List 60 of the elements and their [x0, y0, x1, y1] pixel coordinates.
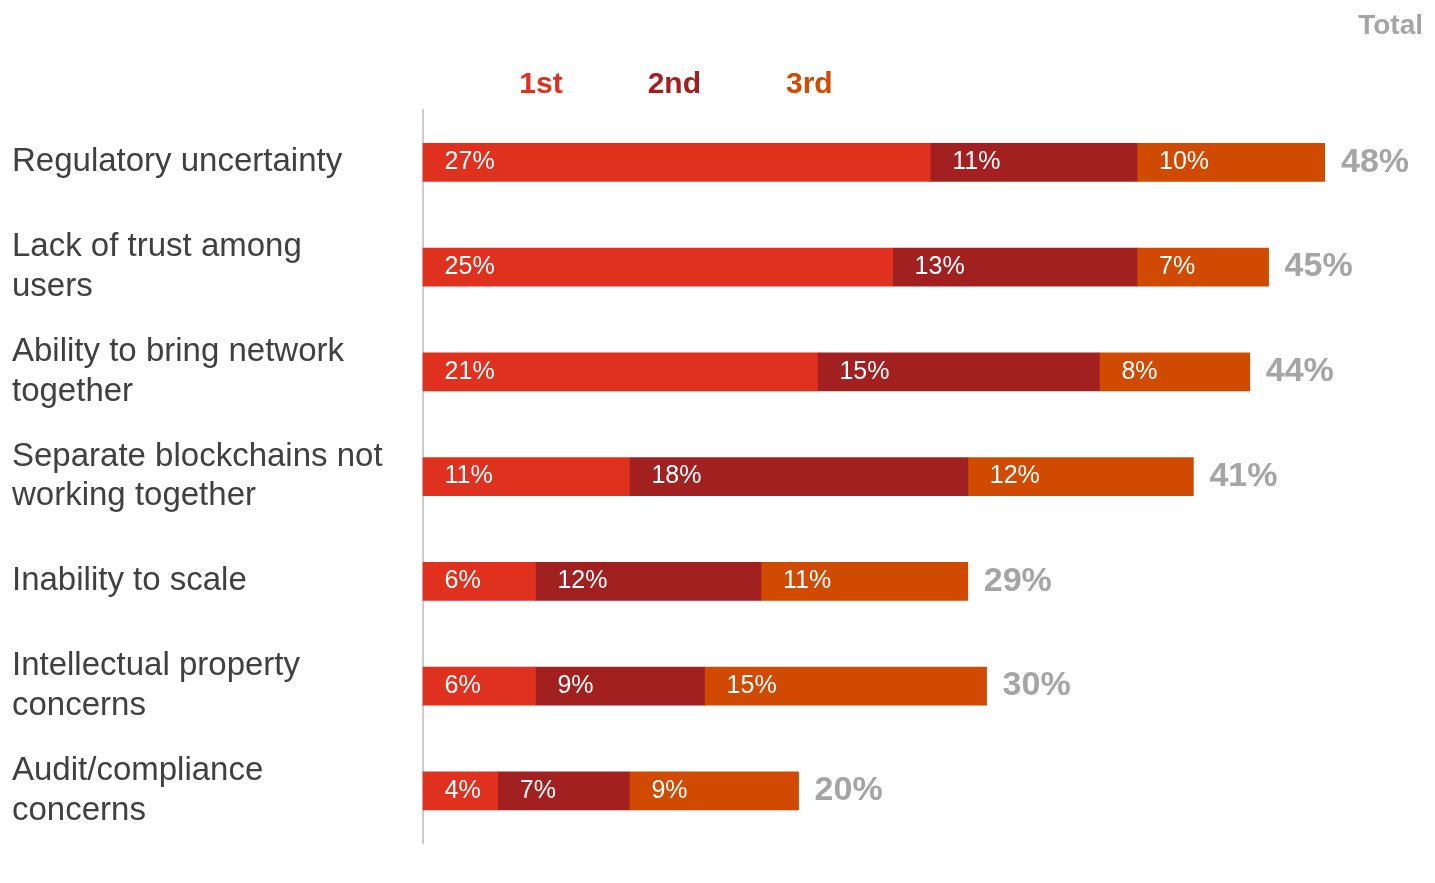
- y-tick-label: Inability to scale: [12, 560, 247, 598]
- y-tick-label: Regulatory uncertainty: [12, 141, 343, 179]
- y-tick-label: Separate blockchains not working together: [11, 435, 383, 513]
- bar: [817, 352, 1100, 392]
- data-label: 12%: [557, 565, 608, 594]
- text: Total: [1358, 8, 1423, 40]
- bar: [422, 562, 536, 601]
- data-label: 25%: [444, 251, 495, 279]
- bar: [892, 247, 1138, 287]
- total-label: 41%: [1209, 454, 1278, 493]
- bar: [967, 457, 1194, 496]
- total-label: 30%: [1002, 664, 1071, 703]
- data-label: 7%: [519, 774, 556, 803]
- text: 2nd: [647, 66, 702, 100]
- data-label: 10%: [1158, 146, 1210, 175]
- bar: [422, 771, 499, 811]
- bar: [422, 666, 536, 706]
- data-label: 11%: [782, 565, 832, 594]
- data-label: 12%: [989, 460, 1040, 489]
- bar: [422, 143, 931, 182]
- series-label: 1st: [519, 66, 563, 100]
- total-label: 45%: [1284, 245, 1353, 284]
- bar: [497, 771, 630, 811]
- bar: [422, 457, 630, 496]
- bar: [704, 666, 987, 706]
- data-label: 6%: [444, 669, 481, 698]
- bar: [1136, 247, 1269, 287]
- data-label: 4%: [444, 774, 481, 803]
- y-tick-label: Lack of trust among users: [12, 226, 302, 304]
- data-label: 7%: [1158, 251, 1196, 279]
- data-label: 8%: [1121, 355, 1158, 384]
- data-label: 21%: [444, 355, 495, 384]
- data-label: 15%: [839, 355, 890, 384]
- bar: [1136, 143, 1325, 182]
- data-label: 15%: [726, 669, 777, 698]
- bar: [629, 771, 799, 811]
- data-label: 9%: [557, 669, 594, 698]
- bar: [535, 562, 762, 601]
- bar: [422, 352, 818, 392]
- total-label: 20%: [814, 769, 883, 808]
- bar: [422, 247, 893, 287]
- y-tick-label: Audit/compliance concerns: [12, 750, 264, 827]
- data-label: 13%: [914, 251, 965, 279]
- bar: [535, 666, 705, 706]
- data-label: 9%: [651, 774, 688, 803]
- total-label: 29%: [983, 559, 1052, 598]
- data-label: 27%: [444, 146, 495, 175]
- data-label: 18%: [651, 460, 702, 489]
- data-label: 11%: [444, 460, 493, 489]
- bar: [929, 143, 1138, 182]
- bar: [629, 457, 969, 496]
- total-label: 48%: [1341, 140, 1410, 179]
- y-tick-label: Intellectual property concerns: [12, 645, 301, 722]
- bar: [760, 562, 969, 601]
- bar: [1099, 352, 1251, 392]
- data-label: 11%: [952, 146, 1001, 175]
- text: 3rd: [786, 66, 833, 100]
- data-label: 6%: [444, 565, 481, 594]
- total-label: 44%: [1265, 350, 1334, 389]
- y-tick-label: Ability to bring network together: [12, 331, 345, 408]
